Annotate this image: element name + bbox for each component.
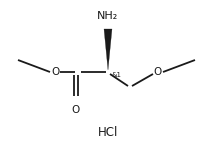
Text: HCl: HCl <box>98 125 118 138</box>
Text: NH₂: NH₂ <box>97 11 119 21</box>
Text: O: O <box>72 105 80 115</box>
Text: O: O <box>51 67 59 77</box>
Polygon shape <box>104 29 112 70</box>
Text: O: O <box>154 67 162 77</box>
Text: &1: &1 <box>111 72 121 78</box>
